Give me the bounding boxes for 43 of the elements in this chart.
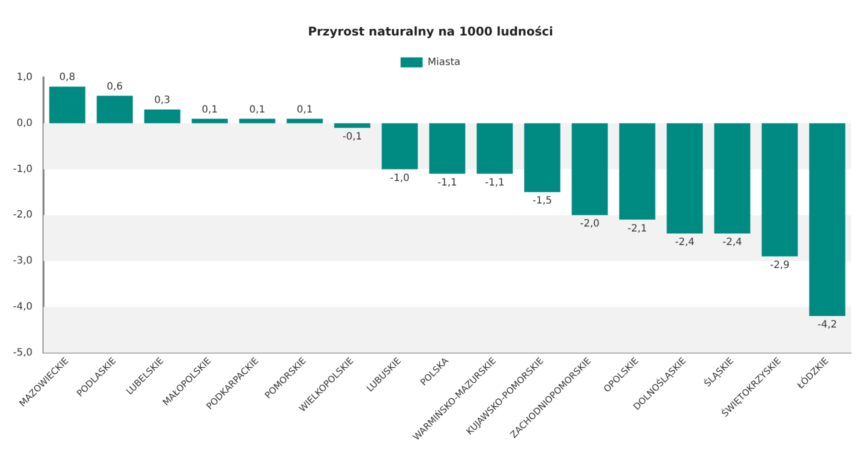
- bar: [192, 118, 228, 124]
- bar: [334, 123, 370, 128]
- y-tick-label: 0,0: [16, 118, 33, 129]
- data-label: -4,2: [817, 320, 838, 331]
- data-label: 0,1: [202, 104, 218, 116]
- data-label: 0,3: [154, 95, 170, 106]
- data-label: 0,1: [296, 104, 313, 116]
- data-label: 0,1: [249, 104, 266, 116]
- bar: [476, 123, 513, 174]
- data-label: -1,1: [438, 177, 458, 188]
- bar: [714, 123, 750, 234]
- data-label: -2,4: [722, 237, 742, 248]
- y-tick-label: -1,0: [12, 164, 33, 175]
- bar: [96, 96, 133, 124]
- data-label: -2,9: [770, 260, 790, 271]
- chart-title: Przyrost naturalny na 1000 ludności: [308, 24, 554, 38]
- y-tick-label: -5,0: [12, 347, 33, 358]
- data-label: -2,1: [627, 223, 648, 234]
- data-label: -0,1: [342, 131, 362, 142]
- data-label: -1,5: [532, 196, 552, 207]
- data-label: -2,4: [674, 237, 695, 248]
- y-tick-label: -4,0: [12, 301, 33, 312]
- bar: [382, 123, 418, 170]
- data-label: 0,8: [59, 72, 76, 84]
- bar: [572, 123, 608, 216]
- bar: [286, 118, 323, 124]
- bar: [666, 123, 703, 234]
- bar: [619, 123, 656, 220]
- data-label: 0,6: [106, 81, 123, 92]
- bar: [429, 123, 466, 174]
- bar: [49, 86, 86, 124]
- y-tick-label: 1,0: [16, 72, 33, 83]
- legend-label: Miasta: [428, 56, 460, 68]
- bar: [239, 118, 276, 124]
- y-tick-label: -3,0: [12, 256, 33, 267]
- data-label: -2,0: [580, 218, 600, 230]
- bar: [762, 123, 798, 256]
- bar: [144, 110, 180, 124]
- bar: [809, 123, 846, 316]
- data-label: -1,1: [484, 177, 505, 188]
- bar: [524, 123, 560, 192]
- y-tick-label: -2,0: [12, 210, 33, 221]
- data-label: -1,0: [390, 172, 410, 184]
